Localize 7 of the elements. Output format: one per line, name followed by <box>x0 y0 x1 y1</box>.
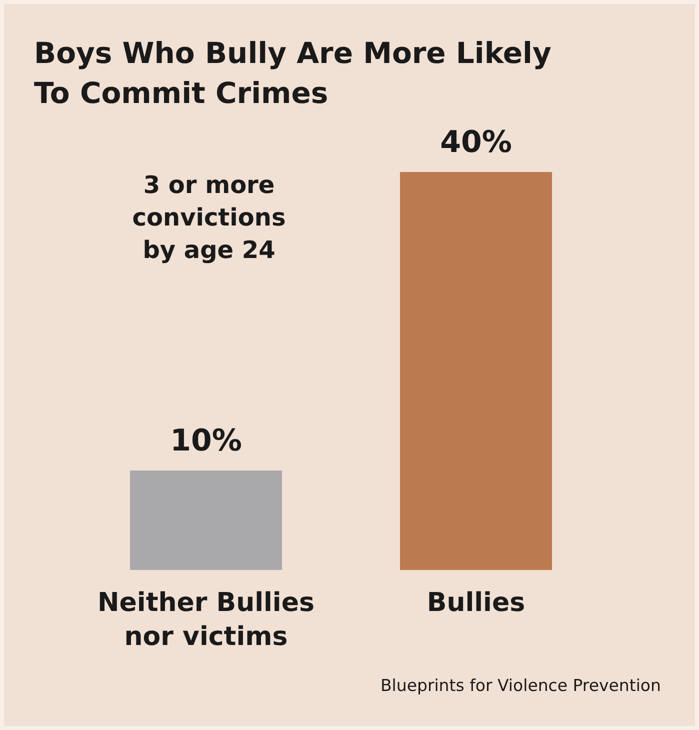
data-label: 40% <box>440 125 512 160</box>
x-tick-label: Neither Bullies nor victims <box>98 588 314 652</box>
annotation: 3 or more convictions by age 24 <box>132 171 286 264</box>
chart-title: Boys Who Bully Are More Likely To Commit Crimes <box>34 36 552 110</box>
data-label: 10% <box>170 424 242 458</box>
text: Blueprints for Violence Prevention <box>380 676 661 695</box>
x-tick-label: Bullies <box>426 588 526 618</box>
